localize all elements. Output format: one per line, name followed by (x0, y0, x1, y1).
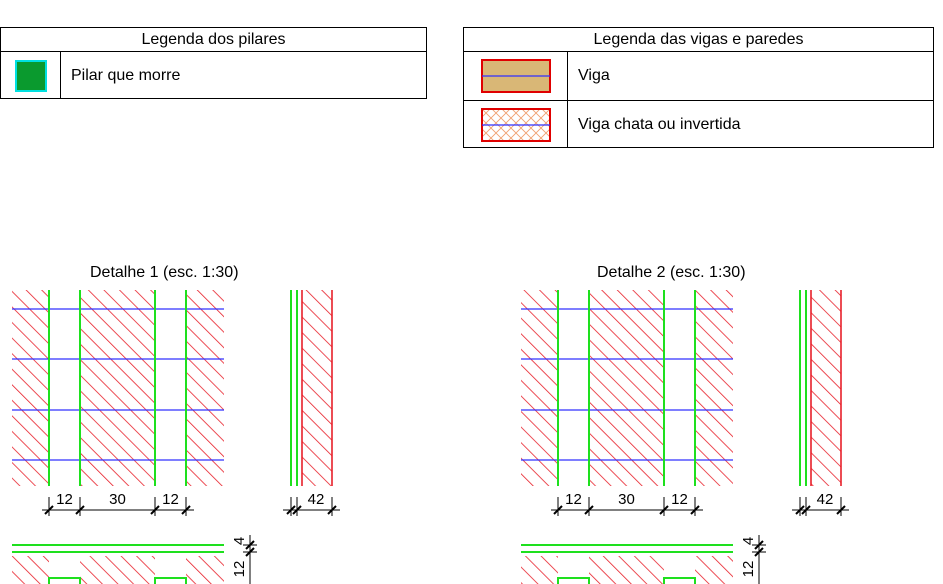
dimension-label: 42 (308, 491, 325, 508)
legend-symbol-cell (464, 52, 568, 100)
hatched-wall (186, 290, 224, 486)
dimension-label: 12 (162, 491, 179, 508)
detail-1-title: Detalhe 1 (esc. 1:30) (90, 264, 239, 281)
legend-beams-title: Legenda das vigas e paredes (464, 28, 933, 52)
dimension-label: 12 (231, 561, 248, 578)
flat-beam-swatch (480, 107, 551, 142)
hatched-wall (12, 290, 49, 486)
legend-row-dying-pillar: Pilar que morre (1, 52, 426, 99)
dimension-label: 12 (56, 491, 73, 508)
legend-pillars: Legenda dos pilares Pilar que morre (0, 27, 427, 99)
hatched-column (80, 556, 155, 584)
legend-item-label: Pilar que morre (71, 66, 181, 84)
hatched-column (589, 556, 664, 584)
legend-item-label: Viga chata ou invertida (578, 115, 741, 133)
legend-symbol-cell (464, 101, 568, 148)
dimension-label: 4 (740, 537, 757, 545)
hatched-wall (695, 556, 733, 584)
detail-1-section (12, 535, 257, 584)
hatched-column (589, 290, 664, 486)
legend-symbol-cell (1, 52, 61, 99)
legend-row-beam: Viga (464, 52, 933, 100)
dimension-label: 30 (109, 491, 126, 508)
detail-2-plan-dimensions (551, 497, 703, 516)
detail-1-side-view (283, 290, 340, 516)
wall-face-lines (48, 290, 187, 486)
hatched-wall (186, 556, 224, 584)
wall-face-lines (557, 290, 696, 486)
dimension-label: 4 (231, 537, 248, 545)
detail-2-side-view (792, 290, 849, 516)
hatched-wall (811, 290, 841, 486)
hatched-wall (521, 556, 558, 584)
hatched-wall (521, 290, 558, 486)
dimension-label: 12 (671, 491, 688, 508)
legend-row-flat-beam: Viga chata ou invertida (464, 100, 933, 148)
dimension-label: 30 (618, 491, 635, 508)
detail-1-plan (12, 290, 224, 486)
hatched-column (80, 290, 155, 486)
detail-2-plan (521, 290, 733, 486)
detail-2-title: Detalhe 2 (esc. 1:30) (597, 264, 746, 281)
hatched-wall (695, 290, 733, 486)
dimension-label: 12 (740, 561, 757, 578)
dying-pillar-swatch (14, 59, 47, 92)
legend-pillars-title: Legenda dos pilares (1, 28, 426, 52)
hatched-wall (302, 290, 332, 486)
dimension-label: 42 (817, 491, 834, 508)
detail-2-section (521, 535, 766, 584)
legend-beams-walls: Legenda das vigas e paredes Viga Viga ch… (463, 27, 934, 148)
legend-item-label: Viga (578, 67, 610, 84)
detail-1-plan-dimensions (42, 497, 194, 516)
hatched-wall (12, 556, 49, 584)
dimension-label: 12 (565, 491, 582, 508)
beam-swatch (480, 59, 551, 93)
